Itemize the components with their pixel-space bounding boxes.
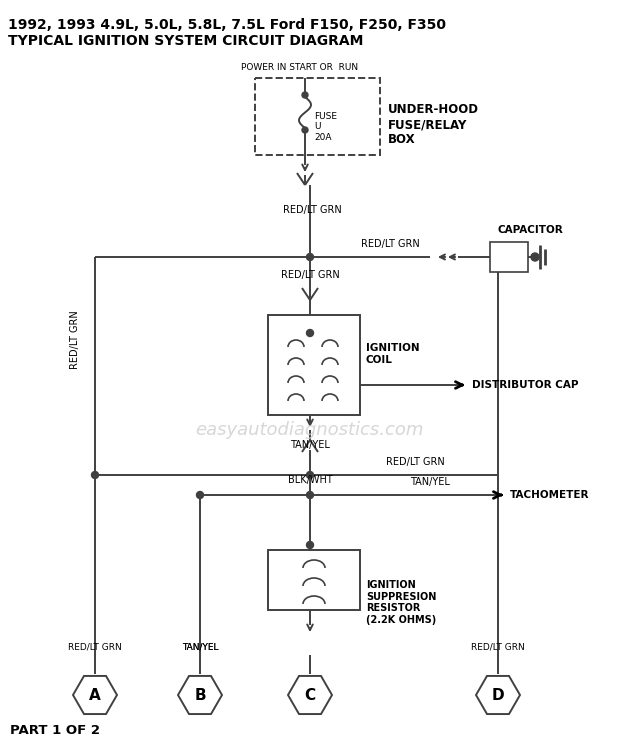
Circle shape: [531, 253, 539, 261]
Text: TYPICAL IGNITION SYSTEM CIRCUIT DIAGRAM: TYPICAL IGNITION SYSTEM CIRCUIT DIAGRAM: [8, 34, 363, 48]
Bar: [490, 242, 528, 272]
Text: TAN/YEL: TAN/YEL: [410, 477, 450, 487]
Circle shape: [307, 542, 313, 548]
Text: A: A: [89, 688, 101, 703]
Text: RED/LT GRN: RED/LT GRN: [70, 310, 80, 370]
Bar: [268, 315, 360, 415]
Text: UNDER-HOOD
FUSE/RELAY
BOX: UNDER-HOOD FUSE/RELAY BOX: [388, 103, 479, 146]
Text: B: B: [194, 688, 206, 703]
Text: TAN/YEL: TAN/YEL: [182, 643, 218, 652]
Text: TACHOMETER: TACHOMETER: [510, 490, 590, 500]
Circle shape: [307, 254, 313, 260]
Circle shape: [307, 472, 313, 478]
Circle shape: [302, 127, 308, 133]
Text: easyautodiagnostics.com: easyautodiagnostics.com: [195, 421, 423, 439]
Text: RED/LT GRN: RED/LT GRN: [386, 457, 444, 467]
Text: RED/LT GRN: RED/LT GRN: [68, 643, 122, 652]
Circle shape: [302, 92, 308, 98]
Text: C: C: [305, 688, 316, 703]
Circle shape: [307, 329, 313, 337]
Circle shape: [197, 491, 203, 499]
Text: POWER IN START OR  RUN: POWER IN START OR RUN: [242, 64, 358, 73]
Text: D: D: [492, 688, 504, 703]
Text: RED/LT GRN: RED/LT GRN: [361, 239, 420, 249]
Text: CAPACITOR: CAPACITOR: [497, 225, 563, 235]
Bar: [268, 550, 360, 610]
Circle shape: [307, 491, 313, 499]
Text: TAN/YEL: TAN/YEL: [290, 440, 330, 450]
Text: PART 1 OF 2: PART 1 OF 2: [10, 724, 100, 736]
Text: IGNITION
COIL: IGNITION COIL: [366, 343, 420, 364]
Circle shape: [91, 472, 98, 478]
Text: IGNITION
SUPPRESION
RESISTOR
(2.2K OHMS): IGNITION SUPPRESION RESISTOR (2.2K OHMS): [366, 580, 436, 625]
Text: RED/LT GRN: RED/LT GRN: [282, 205, 341, 215]
Text: RED/LT GRN: RED/LT GRN: [281, 270, 339, 280]
Text: BLK/WHT: BLK/WHT: [287, 475, 332, 485]
Text: FUSE
U
20A: FUSE U 20A: [314, 112, 337, 142]
Text: 1992, 1993 4.9L, 5.0L, 5.8L, 7.5L Ford F150, F250, F350: 1992, 1993 4.9L, 5.0L, 5.8L, 7.5L Ford F…: [8, 18, 446, 32]
Text: DISTRIBUTOR CAP: DISTRIBUTOR CAP: [472, 380, 578, 390]
Text: TAN/YEL: TAN/YEL: [182, 643, 218, 652]
Text: RED/LT GRN: RED/LT GRN: [471, 643, 525, 652]
